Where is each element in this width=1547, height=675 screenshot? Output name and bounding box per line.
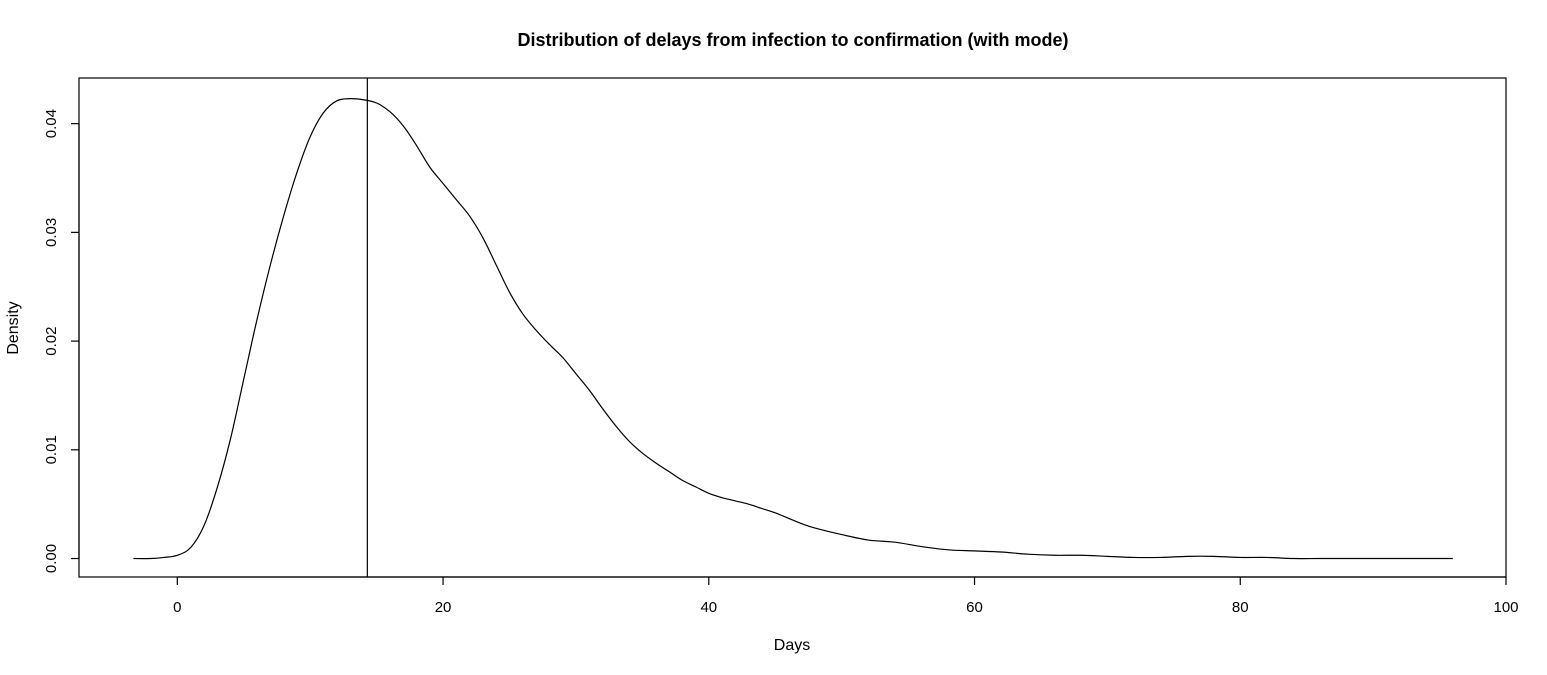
y-tick-label: 0.02: [43, 326, 60, 355]
x-tick-label: 0: [173, 599, 181, 616]
y-tick-label: 0.01: [43, 435, 60, 464]
x-tick-label: 100: [1493, 599, 1518, 616]
y-tick-label: 0.04: [43, 109, 60, 138]
x-tick-label: 60: [966, 599, 983, 616]
y-axis: 0.00 0.01 0.02 0.03 0.04: [43, 109, 80, 573]
plot-frame: [78, 77, 1507, 578]
chart-title: Distribution of delays from infection to…: [518, 30, 1069, 50]
x-axis-label: Days: [774, 637, 810, 654]
x-tick-label: 80: [1232, 599, 1249, 616]
y-tick-label: 0.00: [43, 544, 60, 573]
x-tick-label: 20: [435, 599, 452, 616]
x-axis: 0 20 40 60 80 100: [173, 576, 1519, 616]
density-curve: [133, 98, 1453, 560]
y-axis-label: Density: [5, 301, 22, 354]
y-tick-label: 0.03: [43, 218, 60, 247]
x-tick-label: 40: [700, 599, 717, 616]
